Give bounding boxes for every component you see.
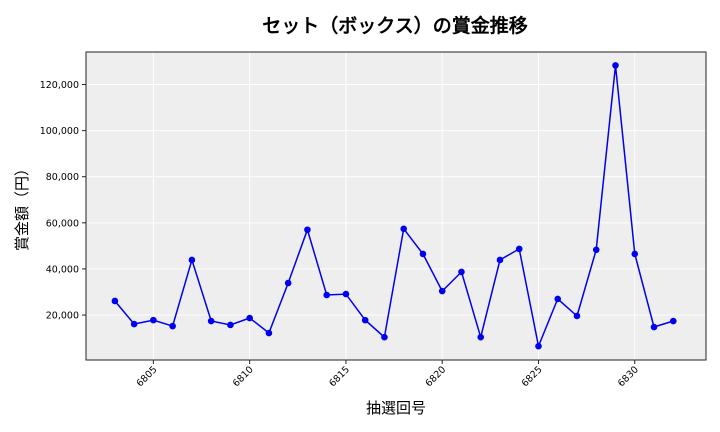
data-point-marker bbox=[592, 246, 600, 254]
data-point-marker bbox=[631, 250, 639, 258]
data-point-marker bbox=[400, 225, 408, 233]
data-point-marker bbox=[496, 256, 504, 264]
data-point-marker bbox=[361, 316, 369, 324]
data-point-marker bbox=[535, 342, 542, 350]
data-point-marker bbox=[554, 295, 562, 303]
data-point-marker bbox=[130, 320, 138, 328]
data-point-marker bbox=[169, 322, 176, 330]
x-tick-label: 6815 bbox=[327, 364, 352, 389]
data-point-marker bbox=[573, 312, 581, 320]
data-point-marker bbox=[265, 329, 273, 337]
data-point-marker bbox=[438, 287, 446, 295]
data-point-marker bbox=[188, 256, 196, 264]
data-series bbox=[111, 62, 677, 350]
data-point-marker bbox=[342, 290, 350, 298]
data-point-marker bbox=[207, 317, 215, 325]
data-point-marker bbox=[246, 314, 253, 322]
y-tick-label: 20,000 bbox=[46, 311, 79, 322]
y-tick-label: 100,000 bbox=[40, 126, 79, 137]
y-axis-ticks: 20,000 40,000 60,000 80,000 100,000 120,000 bbox=[40, 80, 86, 322]
x-tick-label: 6805 bbox=[135, 364, 160, 389]
data-point-marker bbox=[477, 333, 485, 341]
y-tick-label: 40,000 bbox=[46, 264, 79, 275]
y-axis-label: 賞金額（円） bbox=[13, 161, 31, 251]
y-tick-label: 80,000 bbox=[46, 172, 79, 183]
data-point-marker bbox=[612, 62, 619, 69]
y-tick-label: 60,000 bbox=[46, 218, 79, 229]
y-tick-label: 120,000 bbox=[40, 80, 79, 91]
plot-area bbox=[86, 52, 706, 360]
plot-frame bbox=[85, 51, 707, 361]
x-tick-label: 6825 bbox=[520, 364, 545, 389]
series-line bbox=[114, 65, 674, 349]
data-point-marker bbox=[284, 279, 292, 287]
x-axis-label: 抽選回号 bbox=[366, 399, 426, 417]
x-tick-label: 6820 bbox=[423, 364, 448, 389]
x-axis-ticks: 6805 6810 6815 6820 6825 6830 bbox=[135, 360, 641, 389]
data-point-marker bbox=[669, 317, 677, 325]
data-point-marker bbox=[515, 245, 523, 253]
data-point-marker bbox=[381, 333, 388, 341]
data-point-marker bbox=[150, 316, 157, 324]
data-point-marker bbox=[650, 323, 658, 331]
data-point-marker bbox=[111, 297, 119, 305]
data-point-marker bbox=[304, 226, 311, 234]
x-tick-label: 6830 bbox=[616, 364, 641, 389]
x-tick-label: 6810 bbox=[231, 364, 256, 389]
chart-title: セット（ボックス）の賞金推移 bbox=[262, 14, 527, 37]
data-point-marker bbox=[323, 291, 330, 299]
data-point-marker bbox=[227, 321, 234, 329]
data-point-marker bbox=[419, 250, 427, 258]
data-point-marker bbox=[458, 268, 465, 276]
